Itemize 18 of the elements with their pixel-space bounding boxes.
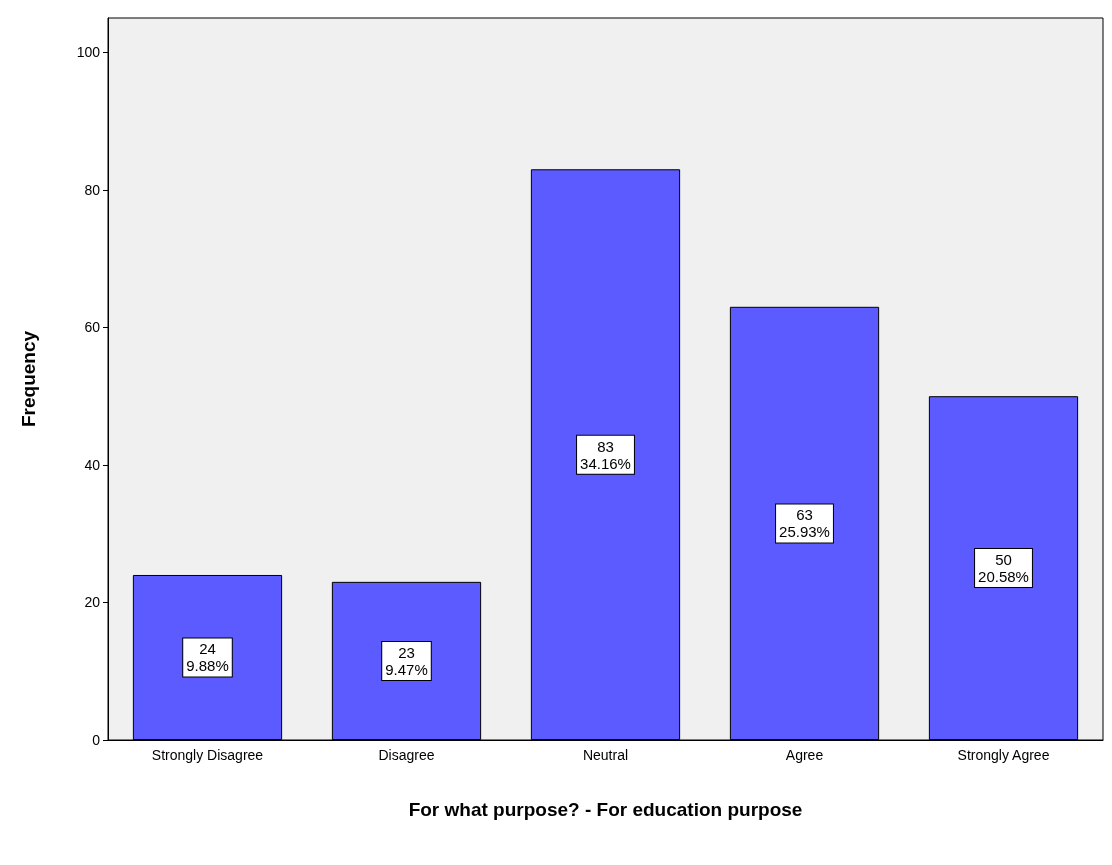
y-axis-title: Frequency <box>18 330 39 428</box>
data-label: 23 9.47% <box>385 643 428 678</box>
x-tick-label: Disagree <box>378 747 435 763</box>
y-tick-label: 100 <box>76 44 101 61</box>
data-label: 50 20.58% <box>978 551 1029 586</box>
x-tick-label: Strongly Disagree <box>151 747 264 763</box>
x-tick-label: Neutral <box>582 747 629 763</box>
y-tick-label: 60 <box>84 319 101 336</box>
x-tick-label: Strongly Agree <box>957 747 1050 763</box>
y-tick-label: 20 <box>84 594 101 611</box>
y-tick-label: 0 <box>92 732 101 748</box>
data-label: 24 9.88% <box>186 640 229 675</box>
data-label: 63 25.93% <box>779 506 830 541</box>
data-label: 83 34.16% <box>580 437 631 472</box>
x-tick-label: Agree <box>785 747 824 763</box>
x-axis-title: For what purpose? - For education purpose <box>408 799 803 820</box>
y-tick-label: 80 <box>84 181 101 198</box>
y-tick-label: 40 <box>84 456 101 473</box>
